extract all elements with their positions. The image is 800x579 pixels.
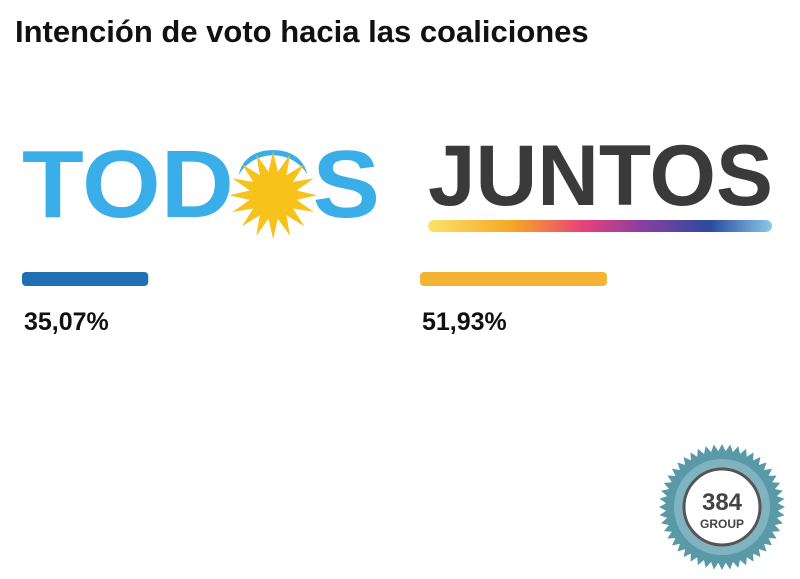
chart-title: Intención de voto hacia las coaliciones [15,14,589,49]
bar [22,272,149,286]
juntos-stripe [428,220,772,232]
watermark-number: 384 [702,489,743,516]
watermark-name: GROUP [700,517,744,531]
watermark: 384 GROUP [659,444,785,570]
logo-todos: TODOS [22,131,380,238]
value-label: 51,93% [422,308,507,336]
value-label: 35,07% [24,308,109,336]
seal-center [682,467,762,547]
sun-core [251,173,296,218]
bar [420,272,607,286]
sun-icon [229,151,318,240]
logo-juntos: JUNTOS [428,128,773,224]
